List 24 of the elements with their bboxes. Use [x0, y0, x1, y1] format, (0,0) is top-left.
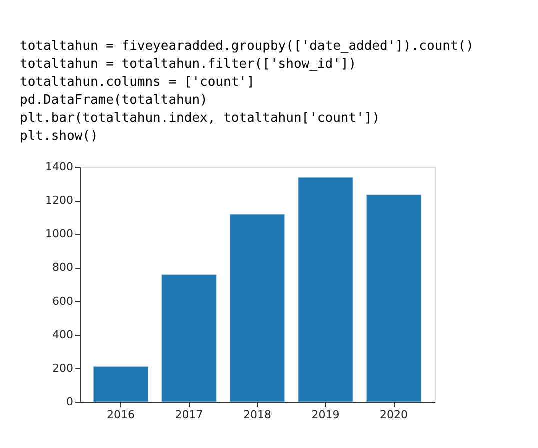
bar — [366, 194, 422, 402]
x-tick-label: 2017 — [175, 408, 204, 422]
text: plt.bar(totaltahun.index, totaltahun['count']) — [20, 111, 380, 126]
bar — [93, 366, 149, 402]
y-tick-label: 0 — [66, 396, 74, 408]
bar — [298, 177, 354, 402]
y-tick-label: 1000 — [46, 228, 74, 241]
bar — [230, 214, 286, 402]
text: totaltahun = fiveyearadded.groupby(['date_added']).count() — [20, 39, 474, 54]
y-tick-label: 1200 — [46, 194, 74, 208]
y-tick-label: 800 — [52, 261, 74, 274]
text: totaltahun.columns = ['count'] — [20, 75, 255, 90]
y-tick-label: 600 — [52, 294, 74, 308]
x-tick-label: 2018 — [244, 408, 272, 422]
text: totaltahun = totaltahun.filter(['show_id']) — [20, 57, 357, 72]
text: pd.DataFrame(totaltahun) — [20, 93, 208, 108]
y-tick-label: 1400 — [46, 160, 74, 174]
x-tick-label: 2020 — [380, 408, 408, 422]
x-tick-label: 2016 — [106, 408, 135, 422]
y-tick-label: 200 — [52, 362, 74, 375]
x-tick-label: 2019 — [312, 408, 340, 422]
y-tick-label: 400 — [52, 328, 74, 342]
text: plt.show() — [20, 129, 98, 144]
bar — [162, 274, 217, 402]
